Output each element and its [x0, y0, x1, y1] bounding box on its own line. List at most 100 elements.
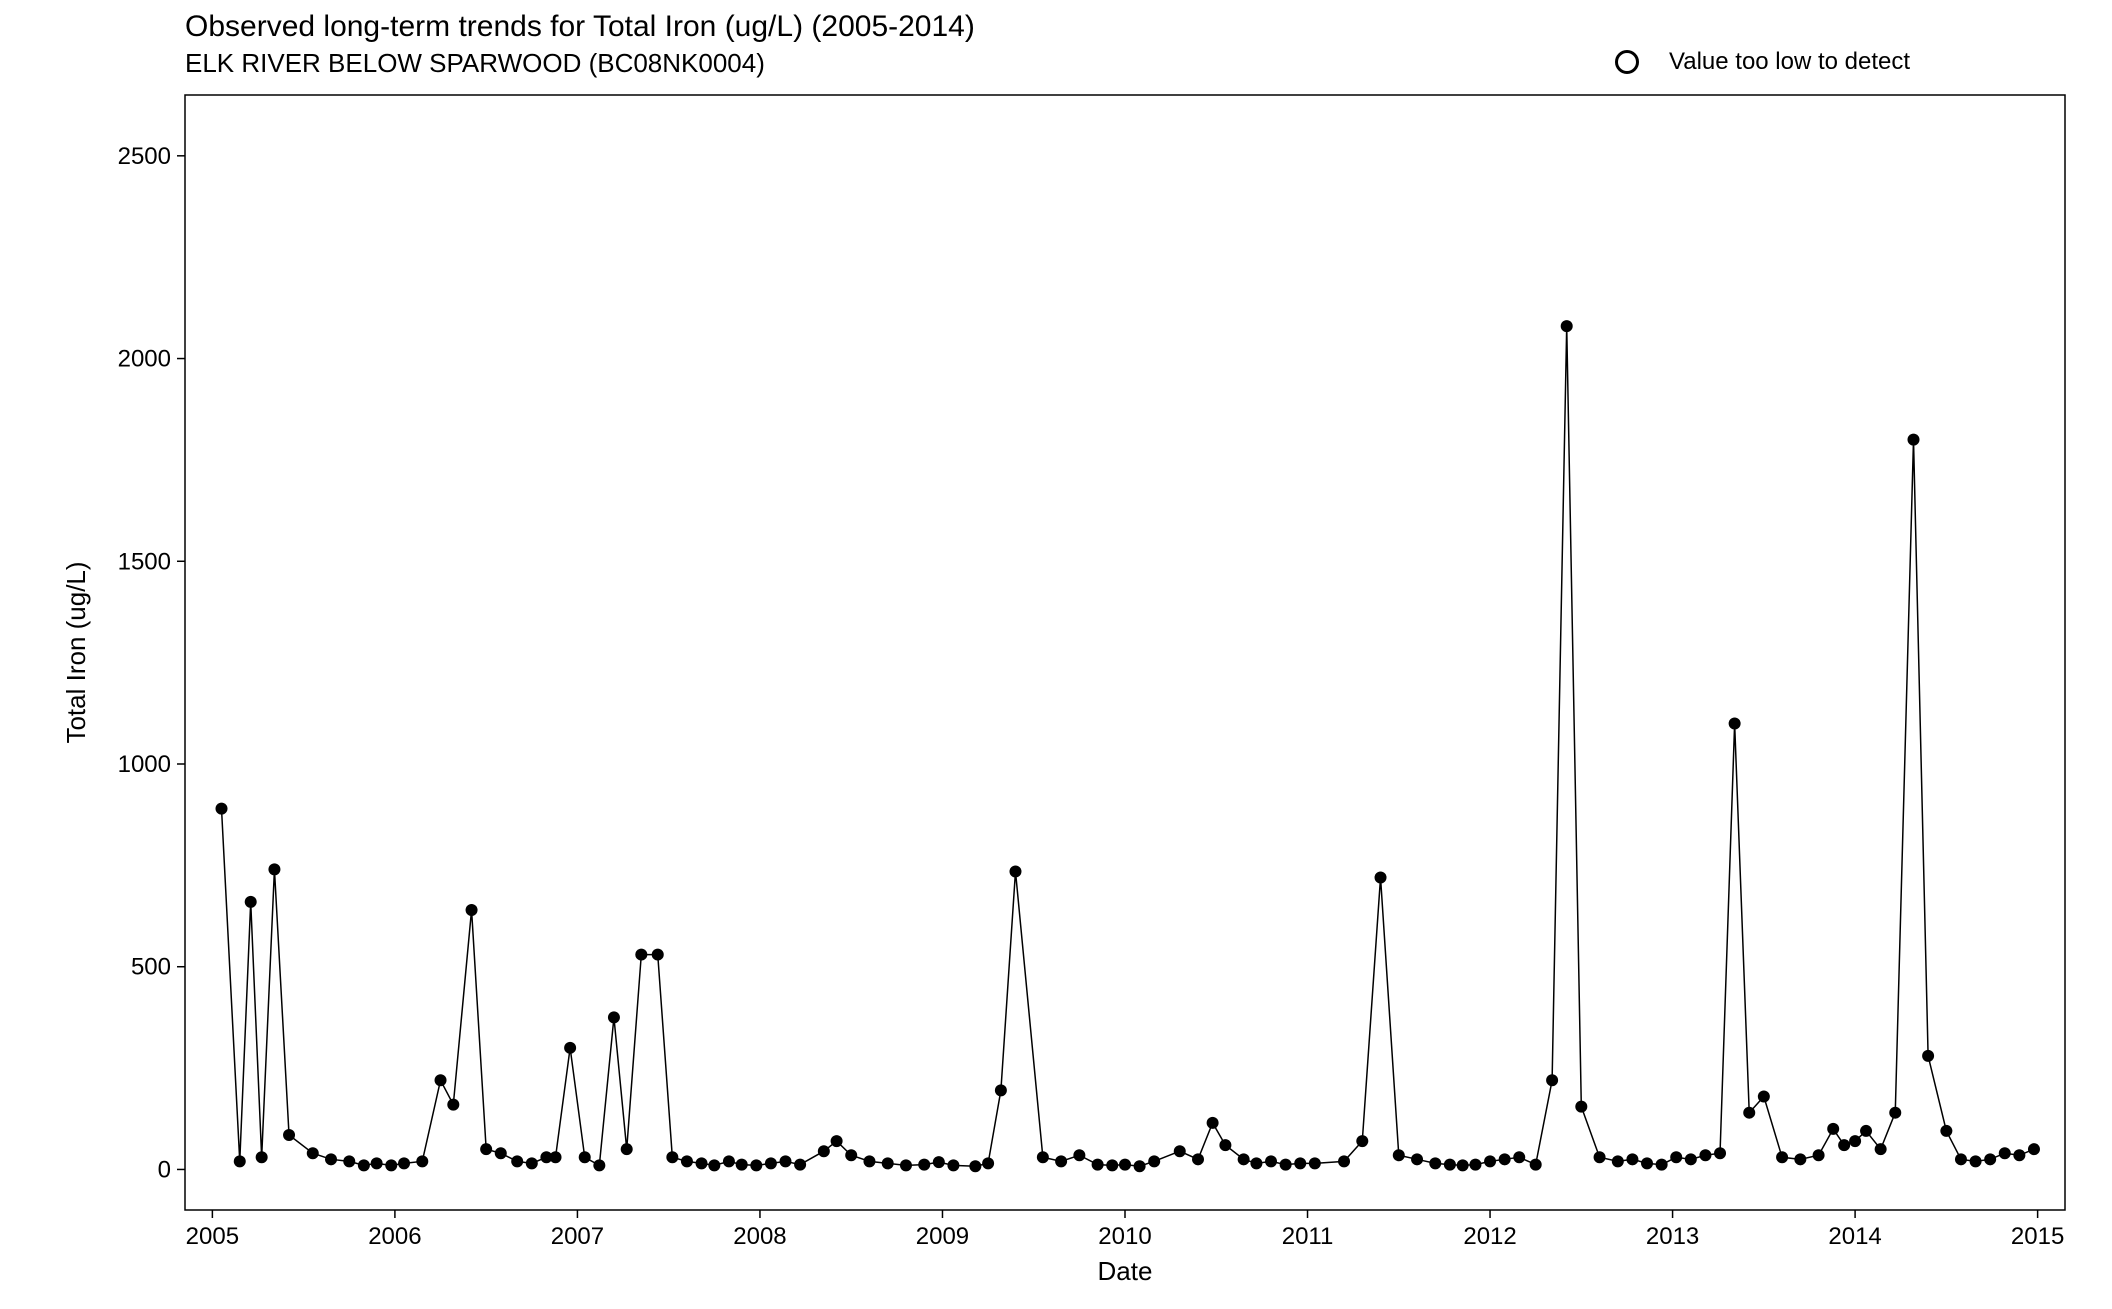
chart-container: Observed long-term trends for Total Iron…: [0, 0, 2112, 1309]
data-point: [1073, 1149, 1085, 1161]
data-point: [1469, 1159, 1481, 1171]
data-point: [1970, 1155, 1982, 1167]
data-point: [283, 1129, 295, 1141]
data-point: [1999, 1147, 2011, 1159]
y-tick-label: 500: [131, 954, 171, 981]
x-tick-label: 2006: [368, 1223, 421, 1250]
x-tick-label: 2013: [1646, 1223, 1699, 1250]
data-point: [1670, 1151, 1682, 1163]
data-point: [216, 803, 228, 815]
data-point: [1656, 1159, 1668, 1171]
data-point: [579, 1151, 591, 1163]
data-point: [1875, 1143, 1887, 1155]
data-point: [995, 1084, 1007, 1096]
data-point: [1009, 865, 1021, 877]
data-point: [1119, 1159, 1131, 1171]
data-point: [1219, 1139, 1231, 1151]
data-point: [635, 949, 647, 961]
chart-subtitle: ELK RIVER BELOW SPARWOOD (BC08NK0004): [185, 48, 765, 79]
data-point: [466, 904, 478, 916]
data-point: [1714, 1147, 1726, 1159]
data-point: [234, 1155, 246, 1167]
x-tick-label: 2008: [733, 1223, 786, 1250]
data-point: [1729, 717, 1741, 729]
data-point: [435, 1074, 447, 1086]
data-point: [831, 1135, 843, 1147]
data-point: [358, 1159, 370, 1171]
x-tick-label: 2007: [551, 1223, 604, 1250]
data-point: [495, 1147, 507, 1159]
data-point: [621, 1143, 633, 1155]
data-point: [1513, 1151, 1525, 1163]
data-point: [1192, 1153, 1204, 1165]
data-point: [1546, 1074, 1558, 1086]
data-point: [1827, 1123, 1839, 1135]
data-point: [1743, 1107, 1755, 1119]
data-point: [1484, 1155, 1496, 1167]
data-point: [818, 1145, 830, 1157]
data-point: [608, 1011, 620, 1023]
data-point: [564, 1042, 576, 1054]
data-point: [696, 1157, 708, 1169]
data-point: [1530, 1159, 1542, 1171]
data-point: [863, 1155, 875, 1167]
data-point: [1092, 1159, 1104, 1171]
legend: Value too low to detect: [1615, 48, 1910, 76]
data-point: [1393, 1149, 1405, 1161]
data-point: [480, 1143, 492, 1155]
y-tick-label: 1000: [118, 751, 171, 778]
data-point: [1055, 1155, 1067, 1167]
data-point: [1309, 1157, 1321, 1169]
y-tick-label: 2500: [118, 143, 171, 170]
x-tick-label: 2010: [1098, 1223, 1151, 1250]
data-point: [371, 1157, 383, 1169]
data-point: [1641, 1157, 1653, 1169]
data-point: [2013, 1149, 2025, 1161]
data-point: [1238, 1153, 1250, 1165]
x-axis-label: Date: [1098, 1256, 1153, 1286]
data-point: [1207, 1117, 1219, 1129]
data-point: [1940, 1125, 1952, 1137]
data-point: [256, 1151, 268, 1163]
data-point: [416, 1155, 428, 1167]
y-axis-label: Total Iron (ug/L): [61, 561, 91, 743]
x-tick-label: 2015: [2011, 1223, 2064, 1250]
data-point: [1813, 1149, 1825, 1161]
data-point: [681, 1155, 693, 1167]
data-point: [2028, 1143, 2040, 1155]
data-point: [307, 1147, 319, 1159]
legend-label: Value too low to detect: [1669, 48, 1910, 76]
data-point: [1457, 1159, 1469, 1171]
chart-title: Observed long-term trends for Total Iron…: [185, 10, 975, 44]
data-point: [343, 1155, 355, 1167]
x-tick-label: 2012: [1463, 1223, 1516, 1250]
data-point: [385, 1159, 397, 1171]
data-point: [245, 896, 257, 908]
data-point: [845, 1149, 857, 1161]
data-point: [1860, 1125, 1872, 1137]
data-point: [736, 1159, 748, 1171]
data-point: [982, 1157, 994, 1169]
data-point: [1849, 1135, 1861, 1147]
plot-panel: [185, 95, 2065, 1210]
y-tick-label: 0: [158, 1156, 171, 1183]
data-point: [969, 1160, 981, 1172]
data-point: [1908, 434, 1920, 446]
y-tick-label: 2000: [118, 346, 171, 373]
data-point: [550, 1151, 562, 1163]
chart-svg: 0500100015002000250020052006200720082009…: [0, 0, 2112, 1309]
data-point: [398, 1157, 410, 1169]
data-point: [268, 863, 280, 875]
data-point: [1174, 1145, 1186, 1157]
data-point: [1612, 1155, 1624, 1167]
data-point: [593, 1159, 605, 1171]
y-tick-label: 1500: [118, 548, 171, 575]
data-point: [1758, 1090, 1770, 1102]
legend-marker-icon: [1615, 50, 1639, 74]
data-point: [1356, 1135, 1368, 1147]
data-point: [1294, 1157, 1306, 1169]
data-point: [1037, 1151, 1049, 1163]
data-point: [652, 949, 664, 961]
data-point: [1776, 1151, 1788, 1163]
data-point: [1575, 1101, 1587, 1113]
